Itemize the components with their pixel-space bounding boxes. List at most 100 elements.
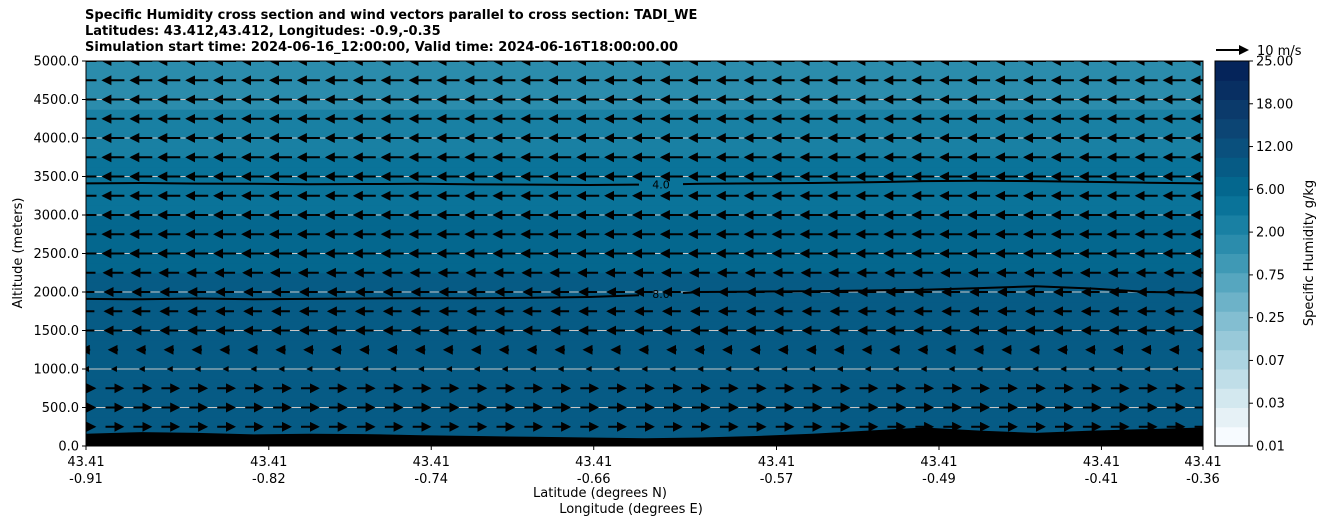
wind-arrow <box>613 366 620 372</box>
wind-arrow <box>194 366 201 372</box>
y-tick-label: 1500.0 <box>34 324 80 339</box>
humidity-band <box>86 61 1203 72</box>
colorbar-tick-label: 0.07 <box>1256 354 1285 369</box>
terrain-fill <box>86 427 1203 446</box>
humidity-band <box>86 272 1203 283</box>
humidity-band <box>86 138 1203 149</box>
colorbar-tick-label: 0.03 <box>1256 397 1285 412</box>
humidity-band <box>86 176 1203 187</box>
wind-arrow <box>1060 366 1067 372</box>
y-tick-label: 0.0 <box>58 440 79 455</box>
humidity-band <box>86 397 1203 409</box>
y-tick-label: 2000.0 <box>34 286 80 301</box>
humidity-band <box>86 253 1203 264</box>
colorbar-swatch <box>1215 234 1249 254</box>
wind-arrow <box>1088 366 1095 372</box>
humidity-band <box>86 330 1203 341</box>
x-axis-label-lon: Longitude (degrees E) <box>559 502 703 517</box>
wind-arrow <box>641 366 648 372</box>
y-tick-label: 500.0 <box>42 401 79 416</box>
x-tick-label-lon: -0.74 <box>414 472 448 487</box>
humidity-band <box>86 99 1203 110</box>
humidity-band <box>86 186 1203 197</box>
humidity-band <box>86 224 1203 235</box>
wind-arrow <box>836 366 843 372</box>
wind-arrow <box>809 366 816 372</box>
y-axis: 0.0 500.0 1000.0 1500.0 2000.0 2500.0 3000.0 35… <box>34 55 86 455</box>
humidity-band <box>86 89 1203 101</box>
colorbar-tick-label: 12.00 <box>1256 140 1293 155</box>
colorbar-swatch <box>1215 369 1249 389</box>
wind-arrow <box>948 366 955 372</box>
colorbar-tick-label: 0.01 <box>1256 440 1285 455</box>
x-tick-label-lat: 43.41 <box>758 455 795 470</box>
y-tick-label: 4000.0 <box>34 132 80 147</box>
humidity-band <box>86 369 1203 380</box>
x-tick-label-lat: 43.41 <box>920 455 957 470</box>
wind-arrow <box>669 366 676 372</box>
wind-arrow <box>1144 366 1151 372</box>
x-tick-label-lon: -0.49 <box>922 472 956 487</box>
humidity-band <box>86 388 1203 399</box>
humidity-band <box>86 205 1203 216</box>
chart-title-line-2: Latitudes: 43.412,43.412, Longitudes: -0… <box>85 24 441 39</box>
y-tick-label: 5000.0 <box>34 55 80 70</box>
colorbar-swatch <box>1215 330 1249 351</box>
x-axis: 43.41 -0.91 43.41 -0.82 43.41 -0.74 43.41 -0.66… <box>67 446 1222 487</box>
quiver-key-label: 10 m/s <box>1257 44 1302 59</box>
wind-arrow <box>138 366 145 372</box>
colorbar-swatch <box>1215 407 1249 428</box>
plot-area: 4.0 8.0 <box>86 61 1203 446</box>
x-tick-label-lon: -0.57 <box>760 472 794 487</box>
wind-arrow <box>892 366 899 372</box>
humidity-band <box>86 301 1203 312</box>
humidity-band <box>86 128 1203 139</box>
wind-vectors <box>86 61 1203 432</box>
wind-arrow <box>529 366 536 372</box>
colorbar-tick-label: 25.00 <box>1256 55 1293 70</box>
colorbar-swatch <box>1215 80 1249 100</box>
humidity-band <box>86 292 1203 303</box>
wind-arrow <box>781 366 788 372</box>
colorbar-tick-label: 0.75 <box>1256 268 1285 283</box>
humidity-band <box>86 320 1203 332</box>
wind-arrow <box>976 366 983 372</box>
wind-arrow <box>306 366 313 372</box>
chart-title-line-3: Simulation start time: 2024-06-16_12:00:… <box>85 40 678 55</box>
wind-arrow <box>1116 366 1123 372</box>
x-tick-label-lon: -0.66 <box>577 472 611 487</box>
humidity-band <box>86 417 1203 428</box>
wind-arrow <box>278 366 285 372</box>
wind-arrow <box>166 366 173 372</box>
x-axis-label-lat: Latitude (degrees N) <box>533 486 667 501</box>
colorbar-swatch <box>1215 292 1249 312</box>
colorbar-swatch <box>1215 61 1249 81</box>
x-tick-label-lat: 43.41 <box>250 455 287 470</box>
humidity-band <box>86 263 1203 274</box>
wind-arrow <box>222 366 229 372</box>
humidity-band <box>86 349 1203 360</box>
colorbar-swatch <box>1215 349 1249 370</box>
x-tick-label-lon: -0.41 <box>1085 472 1119 487</box>
colorbar-swatch <box>1215 253 1249 274</box>
contour-line <box>86 181 640 187</box>
humidity-band <box>86 195 1203 206</box>
wind-arrow <box>250 366 257 372</box>
humidity-band <box>86 70 1203 81</box>
wind-arrow <box>362 366 369 372</box>
humidity-band <box>86 378 1203 389</box>
humidity-band <box>86 243 1203 255</box>
wind-arrow <box>334 366 341 372</box>
humidity-band <box>86 359 1203 370</box>
x-tick-label-lon: -0.36 <box>1186 472 1220 487</box>
humidity-band <box>86 118 1203 129</box>
contour-label: 8.0 <box>652 288 670 301</box>
x-tick-label-lon: -0.82 <box>252 472 286 487</box>
humidity-band <box>86 407 1203 418</box>
x-tick-label-lon: -0.91 <box>69 472 103 487</box>
humidity-band <box>86 215 1203 226</box>
humidity-band <box>86 166 1203 178</box>
colorbar-swatch <box>1215 272 1249 293</box>
wind-arrow <box>725 366 732 372</box>
colorbar-frame <box>1214 60 1250 447</box>
